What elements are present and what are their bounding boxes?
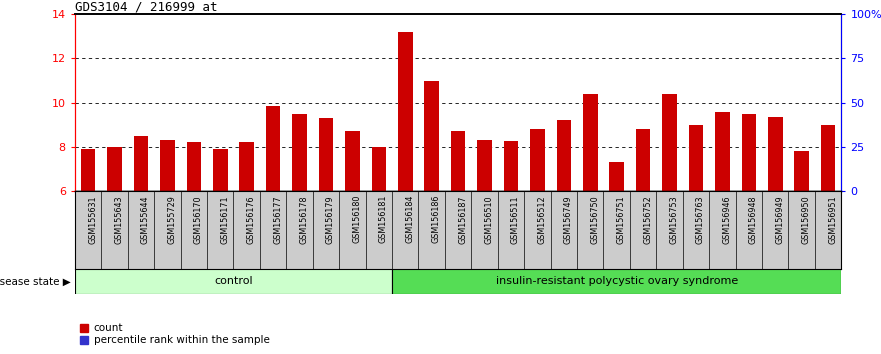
Text: GSM156749: GSM156749 (564, 195, 573, 244)
Bar (372, 147, 386, 191)
Text: GSM156512: GSM156512 (537, 195, 546, 244)
Bar (768, 117, 782, 191)
Text: GSM156951: GSM156951 (828, 195, 837, 244)
Bar (715, 112, 729, 191)
Text: GSM156179: GSM156179 (326, 195, 335, 244)
Bar (557, 120, 571, 191)
Bar (213, 149, 227, 191)
Text: GSM156170: GSM156170 (194, 195, 203, 244)
Text: GSM155644: GSM155644 (141, 195, 150, 244)
Bar (240, 143, 254, 191)
Bar (451, 131, 465, 191)
Bar (107, 147, 122, 191)
Bar (425, 81, 439, 191)
Text: GSM156186: GSM156186 (432, 195, 440, 244)
Bar (398, 32, 412, 191)
Text: GDS3104 / 216999_at: GDS3104 / 216999_at (75, 0, 218, 13)
Text: GSM156753: GSM156753 (670, 195, 678, 244)
Bar (610, 162, 624, 191)
Text: GSM156176: GSM156176 (247, 195, 255, 244)
Text: GSM156949: GSM156949 (775, 195, 784, 244)
Text: GSM156946: GSM156946 (722, 195, 731, 244)
Text: GSM156178: GSM156178 (300, 195, 308, 244)
Bar (81, 149, 95, 191)
Text: GSM156948: GSM156948 (749, 195, 758, 244)
Text: GSM156187: GSM156187 (458, 195, 467, 244)
Text: GSM156177: GSM156177 (273, 195, 282, 244)
Bar (345, 131, 359, 191)
Text: GSM156950: GSM156950 (802, 195, 811, 244)
Text: GSM156184: GSM156184 (405, 195, 414, 244)
Bar (292, 114, 307, 191)
Text: GSM156752: GSM156752 (643, 195, 652, 244)
Bar (795, 152, 809, 191)
Text: GSM156510: GSM156510 (485, 195, 493, 244)
Text: GSM156511: GSM156511 (511, 195, 520, 244)
Bar (504, 141, 518, 191)
Text: GSM155631: GSM155631 (88, 195, 97, 244)
Bar (75, 269, 392, 294)
Text: disease state ▶: disease state ▶ (0, 276, 70, 286)
Bar (392, 269, 841, 294)
Bar (821, 190, 835, 191)
Bar (583, 94, 597, 191)
Text: GSM156171: GSM156171 (220, 195, 229, 244)
Text: insulin-resistant polycystic ovary syndrome: insulin-resistant polycystic ovary syndr… (496, 276, 737, 286)
Text: GSM156763: GSM156763 (696, 195, 705, 244)
Bar (160, 140, 174, 191)
Text: GSM156750: GSM156750 (590, 195, 599, 244)
Bar (134, 136, 148, 191)
Text: GSM155729: GSM155729 (167, 195, 176, 244)
Bar (266, 106, 280, 191)
Bar (689, 125, 703, 191)
Text: GSM155643: GSM155643 (115, 195, 123, 244)
Text: control: control (214, 276, 253, 286)
Bar (319, 118, 333, 191)
Bar (636, 190, 650, 191)
Text: GSM156751: GSM156751 (617, 195, 626, 244)
Bar (742, 114, 756, 191)
Bar (530, 129, 544, 191)
Bar (187, 143, 201, 191)
Text: GSM156180: GSM156180 (352, 195, 361, 244)
Bar (636, 129, 650, 191)
Bar (821, 125, 835, 191)
Legend: count, percentile rank within the sample: count, percentile rank within the sample (80, 323, 270, 345)
Text: GSM156181: GSM156181 (379, 195, 388, 244)
Bar (398, 190, 412, 191)
Bar (663, 94, 677, 191)
Bar (478, 140, 492, 191)
Bar (478, 190, 492, 191)
